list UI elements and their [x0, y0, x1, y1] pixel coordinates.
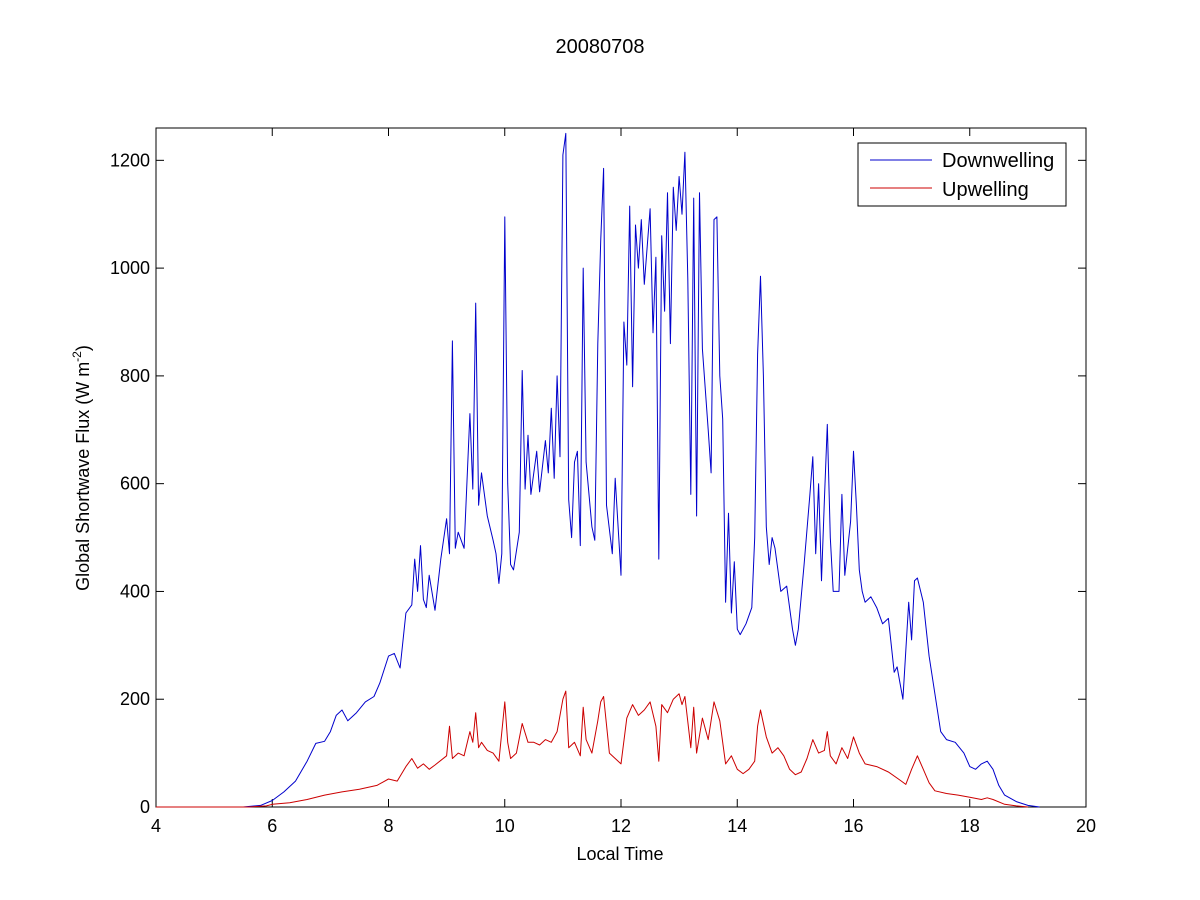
- y-axis-label-superscript: -2: [70, 351, 84, 362]
- legend-label-upwelling: Upwelling: [942, 179, 1029, 201]
- y-tick-label: 800: [120, 366, 150, 386]
- y-axis-label: Global Shortwave Flux (W m-2): [70, 345, 93, 591]
- legend-label-downwelling: Downwelling: [942, 150, 1054, 172]
- x-tick-label: 16: [843, 816, 863, 836]
- y-tick-label: 0: [140, 797, 150, 817]
- chart-title: 20080708: [556, 36, 645, 58]
- series-line-downwelling: [156, 132, 1040, 808]
- x-axis-label: Local Time: [576, 844, 663, 864]
- y-tick-label: 200: [120, 689, 150, 709]
- y-tick-label: 1000: [110, 258, 150, 278]
- x-tick-label: 12: [611, 816, 631, 836]
- legend: Downwelling Upwelling: [857, 142, 1067, 207]
- plot-area: [155, 127, 1087, 808]
- y-axis-label-main: Global Shortwave Flux (W m: [73, 362, 93, 591]
- y-tick-label: 600: [120, 474, 150, 494]
- series-lines: [156, 132, 1040, 808]
- x-tick-label: 18: [960, 816, 980, 836]
- x-tick-label: 10: [495, 816, 515, 836]
- x-tick-label: 20: [1076, 816, 1096, 836]
- y-axis-label-close: ): [73, 345, 93, 351]
- legend-box: [857, 142, 1067, 207]
- x-tick-label: 14: [727, 816, 747, 836]
- x-tick-label: 4: [151, 816, 161, 836]
- x-tick-label: 8: [383, 816, 393, 836]
- series-line-upwelling: [156, 690, 1028, 808]
- y-tick-label: 1200: [110, 150, 150, 170]
- x-tick-label: 6: [267, 816, 277, 836]
- y-tick-label: 400: [120, 581, 150, 601]
- plot-frame: [155, 127, 1087, 808]
